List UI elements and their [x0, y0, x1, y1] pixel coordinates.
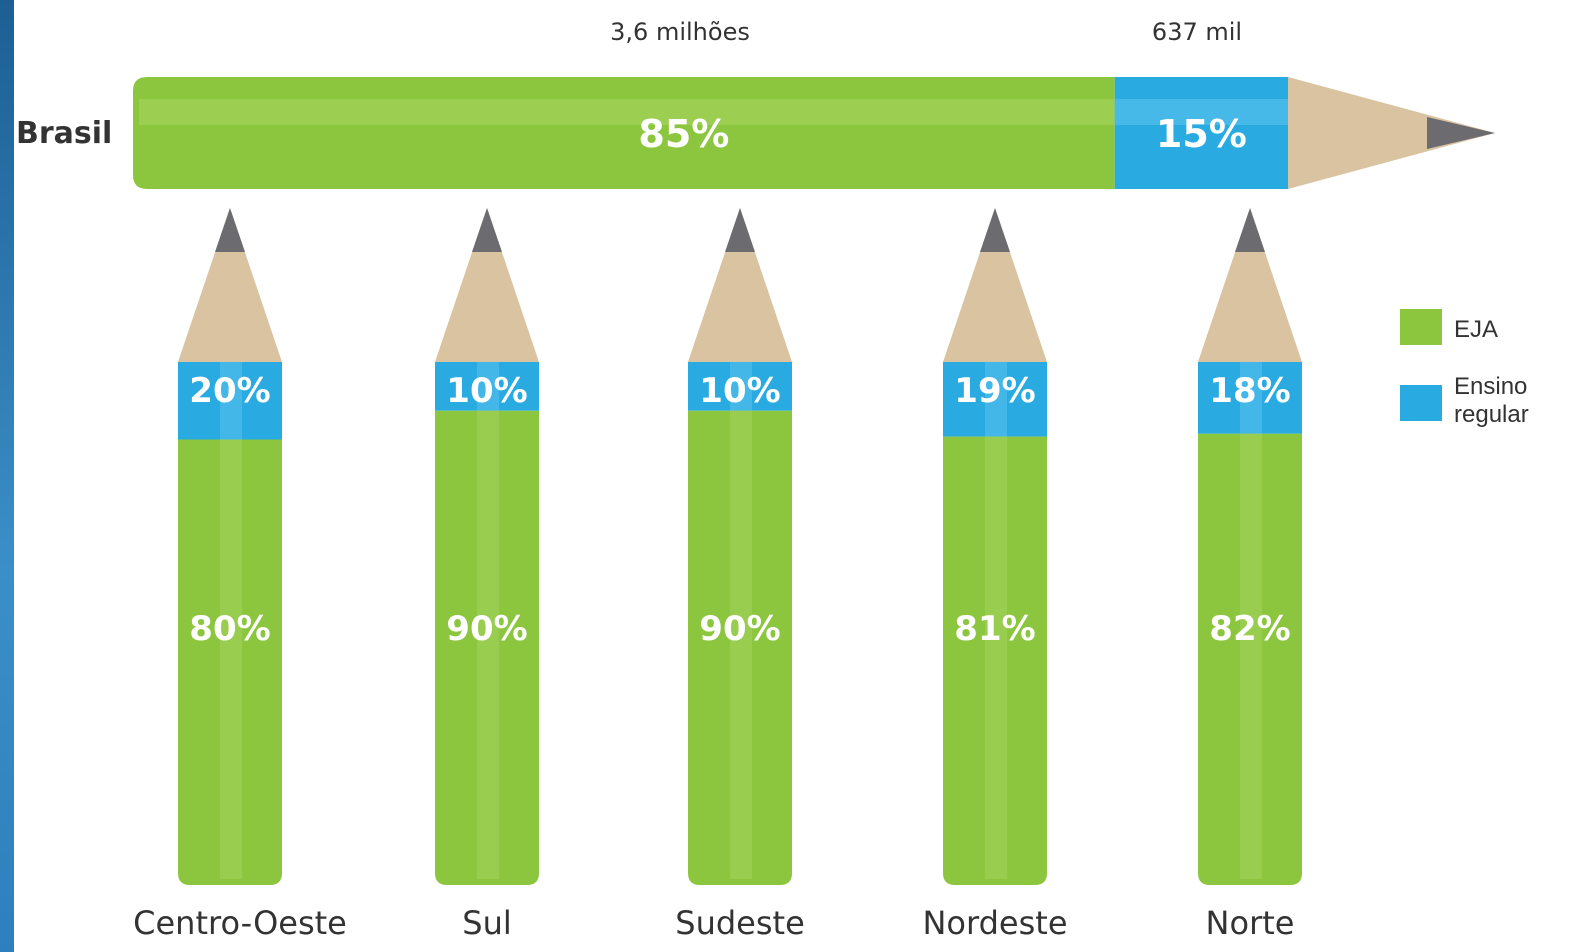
region-regular-value-label-3: 19% [954, 371, 1035, 411]
region-regular-value-label-1: 10% [446, 371, 527, 411]
region-regular-highlight-4 [1240, 362, 1262, 434]
pencil-lead-1 [472, 208, 502, 252]
brasil-regular-bar [1114, 77, 1288, 189]
brasil-eja-highlight [139, 99, 1115, 125]
pencil-lead-3 [980, 208, 1010, 252]
brasil-pencil-group: Brasil 85% 15% 3,6 milhões 637 mil [16, 18, 1495, 189]
pencil-wood-2 [688, 208, 792, 362]
pencil-wood-3 [943, 208, 1047, 362]
pencil-wood-4 [1198, 208, 1302, 362]
category-label-4: Norte [1206, 904, 1295, 942]
legend-eja-label: EJA [1454, 316, 1498, 343]
region-regular-highlight-1 [477, 362, 499, 411]
region-eja-value-label-1: 90% [446, 609, 527, 649]
pencil-lead-0 [215, 208, 245, 252]
brasil-eja-total-label: 3,6 milhões [610, 18, 750, 46]
region-eja-highlight-0 [220, 439, 242, 879]
category-label-1: Sul [462, 904, 511, 942]
region-eja-value-label-2: 90% [699, 609, 780, 649]
region-eja-value-label-3: 81% [954, 609, 1035, 649]
legend-eja-swatch [1400, 309, 1442, 345]
brasil-eja-value-label: 85% [638, 112, 729, 156]
region-regular-value-label-2: 10% [699, 371, 780, 411]
brasil-regular-value-label: 15% [1156, 112, 1247, 156]
category-label-0: Centro-Oeste [133, 904, 347, 942]
region-eja-highlight-2 [730, 410, 752, 879]
pencil-lead-2 [725, 208, 755, 252]
region-eja-highlight-3 [985, 436, 1007, 879]
category-label-3: Nordeste [922, 904, 1067, 942]
region-regular-value-label-0: 20% [189, 371, 270, 411]
category-label-2: Sudeste [675, 904, 805, 942]
region-regular-highlight-0 [220, 362, 242, 440]
legend-regular-swatch [1400, 385, 1442, 421]
legend-regular-label-line-1: regular [1454, 401, 1529, 428]
brasil-label: Brasil [16, 116, 112, 151]
pencil-wood-1 [435, 208, 539, 362]
region-regular-highlight-2 [730, 362, 752, 411]
regional-pencils-group: 20% 80% Centro-Oeste 10% 90% Sul 10% 90% Sudeste… [133, 208, 1302, 942]
brasil-pencil-wood [1288, 77, 1495, 189]
left-edge-decoration [0, 0, 14, 952]
region-eja-highlight-4 [1240, 433, 1262, 879]
brasil-regular-total-label: 637 mil [1152, 18, 1242, 46]
legend-regular-label-line-0: Ensino [1454, 373, 1527, 400]
brasil-regular-highlight [1114, 99, 1288, 125]
region-regular-highlight-3 [985, 362, 1007, 437]
brasil-pencil-lead [1427, 117, 1495, 149]
region-regular-value-label-4: 18% [1209, 371, 1290, 411]
brasil-eja-bar [133, 77, 1115, 189]
pencil-wood-0 [178, 208, 282, 362]
region-eja-value-label-0: 80% [189, 609, 270, 649]
pencil-lead-4 [1235, 208, 1265, 252]
region-eja-highlight-1 [477, 410, 499, 879]
region-eja-value-label-4: 82% [1209, 609, 1290, 649]
